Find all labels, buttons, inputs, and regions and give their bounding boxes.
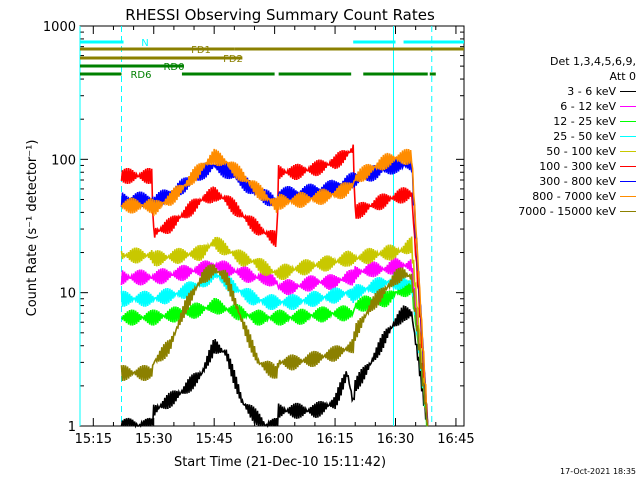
legend-entry-label: 300 - 800 keV: [539, 175, 616, 188]
state-label-FD2: FD2: [223, 54, 243, 65]
series-line-800-7000keV: [120, 148, 429, 427]
legend-entry-swatch: [620, 121, 636, 122]
legend-entry: 7000 - 15000 keV: [518, 204, 636, 219]
legend-entry-swatch: [620, 181, 636, 182]
state-label-FD1: FD1: [191, 45, 211, 56]
y-tick-label: 1: [68, 420, 76, 435]
legend-entries: 3 - 6 keV 6 - 12 keV 12 - 25 keV 25 - 50 ke…: [518, 84, 636, 219]
state-label-N: N: [141, 38, 148, 49]
x-tick-label: 16:45: [437, 432, 474, 447]
legend-entry-label: 100 - 300 keV: [539, 160, 616, 173]
legend-entry-label: 50 - 100 keV: [546, 145, 616, 158]
legend-entry-label: 25 - 50 keV: [553, 130, 616, 143]
legend-entry-label: 800 - 7000 keV: [532, 190, 616, 203]
footer-timestamp: 17-Oct-2021 18:35: [560, 467, 636, 476]
x-tick-label: 16:15: [316, 432, 353, 447]
legend-entry: 100 - 300 keV: [518, 159, 636, 174]
legend-entry: 50 - 100 keV: [518, 144, 636, 159]
x-tick-label: 16:00: [256, 432, 293, 447]
legend-entry-swatch: [620, 106, 636, 107]
legend-entry: 800 - 7000 keV: [518, 189, 636, 204]
legend-entry-swatch: [620, 196, 636, 197]
legend-entry: 3 - 6 keV: [518, 84, 636, 99]
legend-entry: 6 - 12 keV: [518, 99, 636, 114]
series-line-7000-15000keV: [120, 264, 429, 427]
plot-area: 1 10 100 1000 15:15 15:30 15:45 16:00 16:15 16:30…: [43, 20, 475, 447]
legend-entry: 25 - 50 keV: [518, 129, 636, 144]
series-line-100-300keV: [120, 144, 429, 427]
legend-entry-swatch: [620, 151, 636, 152]
legend-entry: 300 - 800 keV: [518, 174, 636, 189]
legend-header-line-2: Att 0: [609, 70, 636, 83]
x-tick-label: 16:30: [377, 432, 414, 447]
legend-entry-label: 7000 - 15000 keV: [518, 205, 616, 218]
state-label-RD0: RD0: [163, 62, 184, 73]
x-axis-label: Start Time (21-Dec-10 15:11:42): [174, 455, 386, 470]
legend-entry-swatch: [620, 91, 636, 92]
series-line-3-6keV: [120, 305, 429, 429]
legend-entry-label: 6 - 12 keV: [560, 100, 616, 113]
x-tick-label: 15:30: [135, 432, 172, 447]
y-tick-label: 100: [51, 153, 76, 168]
legend-header-line-1: Det 1,3,4,5,6,9,: [549, 55, 636, 68]
state-label-RD6: RD6: [130, 70, 151, 81]
y-tick-label: 1000: [43, 20, 76, 35]
legend-entry-swatch: [620, 211, 636, 212]
legend-entry-label: 12 - 25 keV: [553, 115, 616, 128]
series-line-50-100keV: [120, 236, 429, 427]
chart-title: RHESSI Observing Summary Count Rates: [125, 6, 435, 24]
legend-entry-swatch: [620, 166, 636, 167]
x-tick-label: 15:45: [195, 432, 232, 447]
x-tick-label: 15:15: [75, 432, 112, 447]
legend-entry: 12 - 25 keV: [518, 114, 636, 129]
y-axis-label: Count Rate (s⁻¹ detector⁻¹): [25, 140, 40, 317]
legend-entry-swatch: [620, 136, 636, 137]
series-line-25-50keV: [120, 268, 429, 427]
y-tick-label: 10: [59, 287, 76, 302]
legend: Det 1,3,4,5,6,9, Att 0 3 - 6 keV 6 - 12 k…: [518, 54, 636, 219]
legend-entry-label: 3 - 6 keV: [567, 85, 616, 98]
series-line-6-12keV: [120, 257, 429, 427]
